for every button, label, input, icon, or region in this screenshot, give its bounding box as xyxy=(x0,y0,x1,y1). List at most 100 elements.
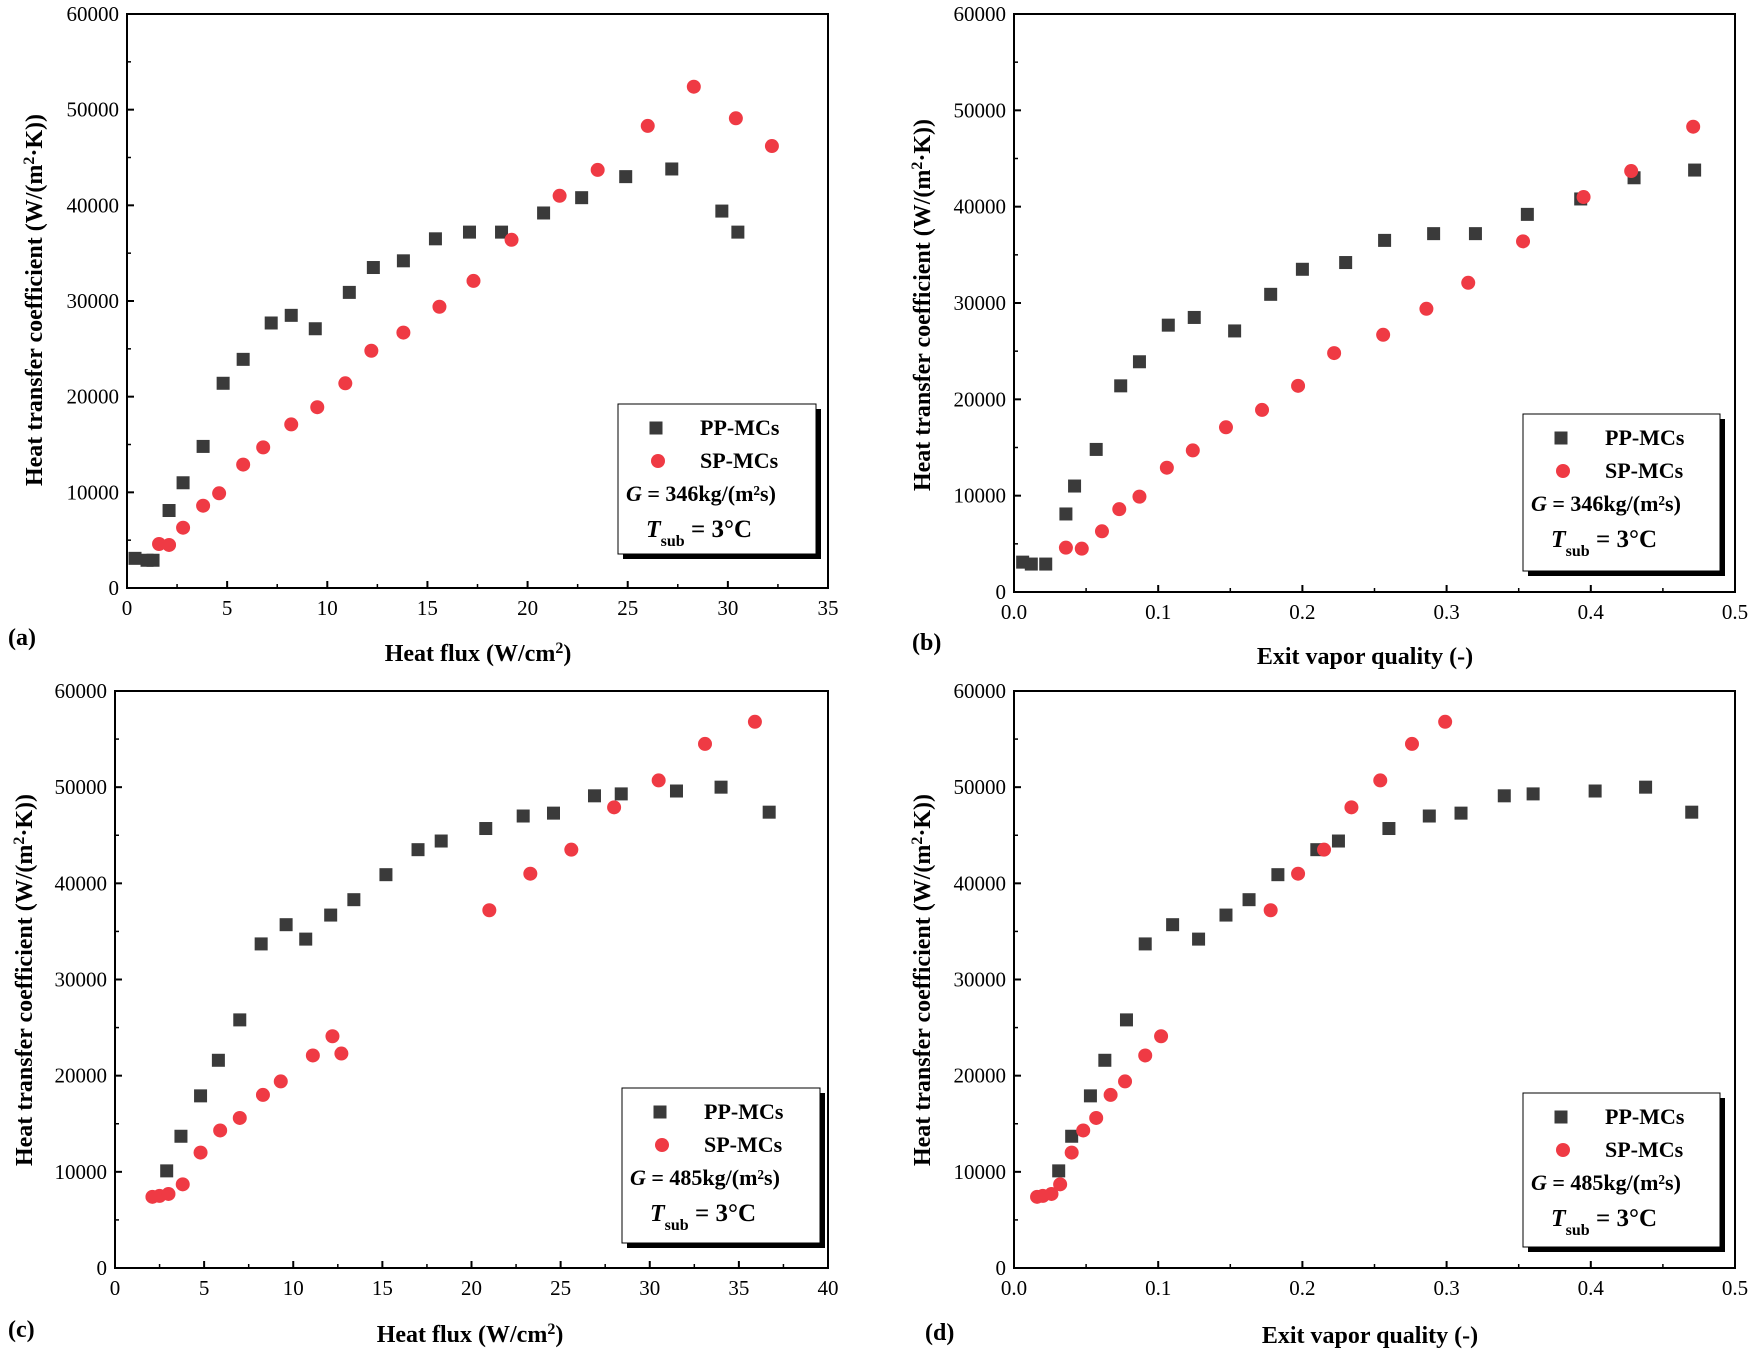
pp-mcs-point xyxy=(211,1053,225,1067)
y-tick-label: 30000 xyxy=(954,291,1007,315)
sp-mcs-point xyxy=(256,440,271,455)
y-tick-label: 30000 xyxy=(55,968,108,992)
x-tick-label: 15 xyxy=(417,596,438,620)
pp-mcs-point xyxy=(342,285,356,299)
sp-mcs-point xyxy=(396,325,411,340)
legend: PP-MCs SP-MCs G = 346kg/(m²s) Tsub = 3°C xyxy=(1522,413,1725,576)
chart-panel-2: 0.0 0.1 0.2 0.3 0.4 0.5 0 10000 20000 30000 40000 5… xyxy=(909,2,1749,670)
pp-mcs-point xyxy=(1422,809,1436,823)
sp-mcs-point xyxy=(590,162,605,177)
sp-mcs-point xyxy=(273,1074,288,1089)
sp-mcs-point xyxy=(1461,275,1476,290)
x-axis-label: Heat flux (W/cm2) xyxy=(377,1321,564,1349)
sp-mcs-point xyxy=(1419,301,1434,316)
x-tick-label: 20 xyxy=(517,596,538,620)
pp-mcs-point xyxy=(279,918,293,932)
legend-entry-sp-mcs: SP-MCs xyxy=(1605,1137,1684,1162)
y-tick-label: 0 xyxy=(109,576,120,600)
sp-mcs-point xyxy=(1154,1029,1169,1044)
pp-mcs-point xyxy=(731,225,745,239)
y-tick-label: 0 xyxy=(97,1256,108,1280)
pp-mcs-point xyxy=(146,553,160,567)
chart-panel-4: 0.0 0.1 0.2 0.3 0.4 0.5 0 10000 20000 30000 40000 5… xyxy=(909,679,1749,1349)
legend-subcooling-note: Tsub = 3°C xyxy=(646,516,752,550)
pp-mcs-point xyxy=(516,809,530,823)
sp-mcs-point xyxy=(162,537,177,552)
sp-mcs-point xyxy=(607,800,622,815)
panel-label: (d) xyxy=(925,1320,954,1346)
y-tick-label: 30000 xyxy=(954,968,1007,992)
legend: PP-MCs SP-MCs G = 485kg/(m²s) Tsub = 3°C xyxy=(1522,1092,1725,1252)
pp-mcs-point xyxy=(546,806,560,820)
sp-mcs-point xyxy=(728,111,743,126)
x-tick-label: 0.5 xyxy=(1722,600,1748,624)
pp-mcs-point xyxy=(396,254,410,268)
sp-mcs-point xyxy=(325,1029,340,1044)
legend-mass-flux-note: G = 346kg/(m²s) xyxy=(1531,491,1681,516)
panel-label: (b) xyxy=(912,630,941,656)
pp-mcs-point xyxy=(194,1089,208,1103)
pp-mcs-point xyxy=(1378,233,1392,247)
sp-mcs-point xyxy=(1058,540,1073,555)
x-tick-label: 0.2 xyxy=(1289,600,1315,624)
sp-mcs-point xyxy=(213,1123,228,1138)
x-tick-label: 40 xyxy=(818,1276,839,1300)
legend-square-icon xyxy=(653,1105,667,1119)
pp-mcs-point xyxy=(614,787,628,801)
y-tick-label: 60000 xyxy=(55,679,108,703)
pp-mcs-point xyxy=(1427,227,1441,241)
legend-square-icon xyxy=(649,421,663,435)
sp-mcs-point xyxy=(305,1048,320,1063)
x-tick-label: 0.0 xyxy=(1001,1276,1027,1300)
pp-mcs-point xyxy=(128,551,142,565)
sp-mcs-point xyxy=(1218,420,1233,435)
sp-mcs-point xyxy=(255,1087,270,1102)
legend-subcooling-note: Tsub = 3°C xyxy=(1551,1205,1657,1239)
y-tick-label: 20000 xyxy=(954,387,1007,411)
y-tick-label: 20000 xyxy=(55,1064,108,1088)
pp-mcs-point xyxy=(669,784,683,798)
pp-mcs-point xyxy=(162,504,176,518)
y-tick-label: 10000 xyxy=(67,480,120,504)
sp-mcs-point xyxy=(1516,234,1531,249)
y-tick-label: 40000 xyxy=(954,195,1007,219)
pp-mcs-point xyxy=(174,1129,188,1143)
legend-entry-pp-mcs: PP-MCs xyxy=(704,1099,784,1124)
sp-mcs-point xyxy=(338,376,353,391)
pp-mcs-point xyxy=(1089,442,1103,456)
y-tick-label: 40000 xyxy=(67,193,120,217)
sp-mcs-point xyxy=(1291,866,1306,881)
sp-mcs-point xyxy=(176,520,191,535)
pp-mcs-point xyxy=(284,308,298,322)
y-tick-label: 40000 xyxy=(55,871,108,895)
pp-mcs-point xyxy=(1187,310,1201,324)
legend: PP-MCs SP-MCs G = 346kg/(m²s) Tsub = 3°C xyxy=(617,403,821,559)
x-tick-label: 10 xyxy=(317,596,338,620)
pp-mcs-point xyxy=(495,225,509,239)
sp-mcs-point xyxy=(1686,119,1701,134)
pp-mcs-point xyxy=(715,204,729,218)
sp-mcs-point xyxy=(1089,1110,1104,1125)
sp-mcs-point xyxy=(1103,1087,1118,1102)
y-tick-label: 60000 xyxy=(67,2,120,26)
pp-mcs-point xyxy=(411,843,425,857)
sp-mcs-point xyxy=(1112,502,1127,517)
x-tick-label: 30 xyxy=(639,1276,660,1300)
x-tick-label: 0.4 xyxy=(1578,600,1605,624)
pp-mcs-point xyxy=(1331,834,1345,848)
y-axis-label: Heat transfer coefficient (W/(m2·K)) xyxy=(11,794,39,1166)
y-tick-label: 50000 xyxy=(954,775,1007,799)
pp-mcs-point xyxy=(254,937,268,951)
sp-mcs-point xyxy=(212,486,227,501)
x-axis-label: Heat flux (W/cm2) xyxy=(385,640,572,668)
sp-mcs-point xyxy=(1438,714,1453,729)
legend-circle-icon xyxy=(651,454,665,468)
pp-mcs-point xyxy=(366,261,380,275)
pp-mcs-point xyxy=(1454,806,1468,820)
pp-mcs-point xyxy=(714,780,728,794)
pp-mcs-point xyxy=(1138,937,1152,951)
pp-mcs-point xyxy=(1685,805,1699,819)
x-tick-label: 10 xyxy=(283,1276,304,1300)
pp-mcs-point xyxy=(1068,479,1082,493)
sp-mcs-point xyxy=(1074,541,1089,556)
